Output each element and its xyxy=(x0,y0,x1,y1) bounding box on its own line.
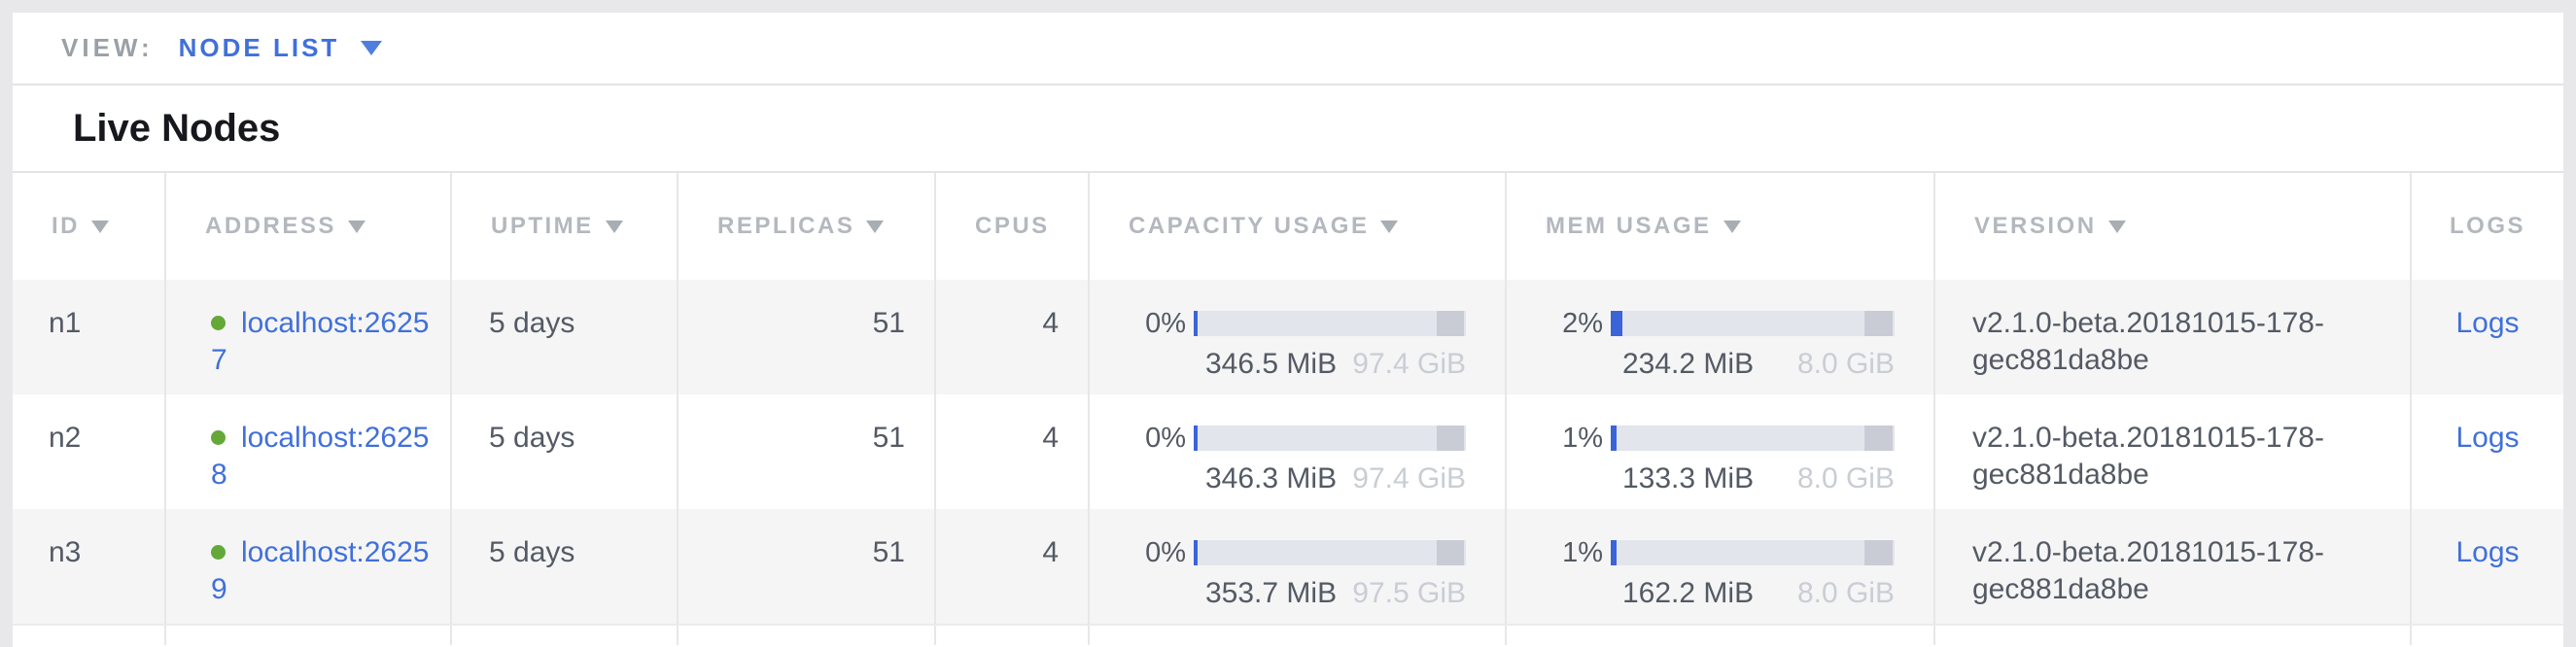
capacity-percent: 0% xyxy=(1145,537,1186,568)
capacity-usage-cell: 0% 346.5 MiB 97.4 GiB xyxy=(1088,280,1505,394)
section-header: Live Nodes xyxy=(13,85,2563,173)
capacity-usage-cell: 0% 346.3 MiB 97.4 GiB xyxy=(1088,394,1505,509)
node-version: v2.1.0-beta.20181015-178-gec881da8be xyxy=(1933,394,2410,509)
capacity-bar xyxy=(1194,311,1466,336)
node-replicas: 51 xyxy=(677,280,934,394)
mem-bar-fill xyxy=(1611,426,1617,451)
column-header-capacity-usage[interactable]: CAPACITY USAGE xyxy=(1088,173,1505,280)
node-id: n2 xyxy=(13,394,164,509)
capacity-bar xyxy=(1194,426,1466,451)
node-cpus: 4 xyxy=(934,509,1088,624)
column-header-mem-usage[interactable]: MEM USAGE xyxy=(1505,173,1933,280)
node-id: n1 xyxy=(13,280,164,394)
logs-link[interactable]: Logs xyxy=(2455,536,2520,568)
capacity-used: 353.7 MiB xyxy=(1205,577,1338,609)
mem-bar xyxy=(1611,311,1895,336)
page-title: Live Nodes xyxy=(73,106,281,150)
live-status-dot-icon xyxy=(211,545,226,560)
mem-bar xyxy=(1611,426,1895,451)
mem-bar-fill xyxy=(1611,540,1617,565)
content-panel: VIEW: NODE LIST Live Nodes ID ADDRESS UP… xyxy=(13,13,2563,647)
node-address-cell: localhost:26257 xyxy=(164,280,450,394)
column-header-address[interactable]: ADDRESS xyxy=(164,173,450,280)
node-address-link[interactable]: localhost:26259 xyxy=(211,536,430,605)
view-label: VIEW: xyxy=(61,33,154,62)
capacity-bar-fill xyxy=(1194,540,1198,565)
capacity-bar xyxy=(1194,540,1466,565)
table-header-row: ID ADDRESS UPTIME REPLICAS CPUS CAPACITY… xyxy=(13,173,2563,280)
logs-cell: Logs xyxy=(2410,394,2563,509)
node-version: v2.1.0-beta.20181015-178-gec881da8be xyxy=(1933,280,2410,394)
logs-cell: Logs xyxy=(2410,509,2563,624)
table-row: n3 localhost:26259 5 days 51 4 0% 353.7 … xyxy=(13,509,2563,624)
partial-table-row xyxy=(13,624,2563,645)
mem-total: 8.0 GiB xyxy=(1796,577,1895,609)
column-header-id[interactable]: ID xyxy=(13,173,164,280)
node-address-link[interactable]: localhost:26257 xyxy=(211,307,430,376)
mem-usage-cell: 1% 162.2 MiB 8.0 GiB xyxy=(1505,509,1933,624)
node-uptime: 5 days xyxy=(450,394,677,509)
mem-used: 162.2 MiB xyxy=(1622,577,1755,609)
node-cpus: 4 xyxy=(934,394,1088,509)
mem-total: 8.0 GiB xyxy=(1796,462,1895,494)
logs-link[interactable]: Logs xyxy=(2455,307,2520,339)
mem-bar xyxy=(1611,540,1895,565)
mem-usage-cell: 2% 234.2 MiB 8.0 GiB xyxy=(1505,280,1933,394)
live-status-dot-icon xyxy=(211,430,226,445)
sort-arrow-icon xyxy=(347,220,366,233)
table-row: n2 localhost:26258 5 days 51 4 0% 346.3 … xyxy=(13,394,2563,509)
live-status-dot-icon xyxy=(211,316,226,330)
node-address-cell: localhost:26258 xyxy=(164,394,450,509)
node-address-link[interactable]: localhost:26258 xyxy=(211,422,430,491)
node-replicas: 51 xyxy=(677,394,934,509)
mem-percent: 1% xyxy=(1562,537,1603,568)
logs-link[interactable]: Logs xyxy=(2455,422,2520,454)
view-selector-dropdown[interactable]: NODE LIST xyxy=(179,33,383,63)
capacity-percent: 0% xyxy=(1145,308,1186,339)
view-bar: VIEW: NODE LIST xyxy=(13,13,2563,85)
node-version: v2.1.0-beta.20181015-178-gec881da8be xyxy=(1933,509,2410,624)
sort-arrow-icon xyxy=(91,220,109,233)
sort-arrow-icon xyxy=(1723,220,1741,233)
node-uptime: 5 days xyxy=(450,280,677,394)
capacity-bar-fill xyxy=(1194,426,1198,451)
view-selected-value: NODE LIST xyxy=(178,33,340,62)
capacity-total: 97.4 GiB xyxy=(1352,348,1466,380)
mem-used: 133.3 MiB xyxy=(1622,462,1755,494)
column-header-replicas[interactable]: REPLICAS xyxy=(677,173,934,280)
sort-arrow-icon xyxy=(605,220,623,233)
capacity-used: 346.3 MiB xyxy=(1205,462,1338,494)
mem-percent: 1% xyxy=(1562,423,1603,454)
logs-cell: Logs xyxy=(2410,280,2563,394)
mem-usage-cell: 1% 133.3 MiB 8.0 GiB xyxy=(1505,394,1933,509)
node-replicas: 51 xyxy=(677,509,934,624)
column-header-uptime[interactable]: UPTIME xyxy=(450,173,677,280)
node-id: n3 xyxy=(13,509,164,624)
sort-arrow-icon xyxy=(1380,220,1399,233)
column-header-logs: LOGS xyxy=(2410,173,2563,280)
table-row: n1 localhost:26257 5 days 51 4 0% 346.5 … xyxy=(13,280,2563,394)
capacity-usage-cell: 0% 353.7 MiB 97.5 GiB xyxy=(1088,509,1505,624)
column-header-cpus: CPUS xyxy=(934,173,1088,280)
node-uptime: 5 days xyxy=(450,509,677,624)
capacity-percent: 0% xyxy=(1145,423,1186,454)
mem-bar-fill xyxy=(1611,311,1622,336)
capacity-used: 346.5 MiB xyxy=(1205,348,1338,380)
sort-arrow-icon xyxy=(2107,220,2126,233)
column-header-version[interactable]: VERSION xyxy=(1933,173,2410,280)
mem-used: 234.2 MiB xyxy=(1622,348,1755,380)
sort-arrow-icon xyxy=(866,220,885,233)
node-address-cell: localhost:26259 xyxy=(164,509,450,624)
capacity-total: 97.4 GiB xyxy=(1352,462,1466,494)
node-cpus: 4 xyxy=(934,280,1088,394)
dropdown-arrow-icon xyxy=(361,41,383,55)
mem-percent: 2% xyxy=(1562,308,1603,339)
capacity-total: 97.5 GiB xyxy=(1352,577,1466,609)
mem-total: 8.0 GiB xyxy=(1796,348,1895,380)
capacity-bar-fill xyxy=(1194,311,1198,336)
